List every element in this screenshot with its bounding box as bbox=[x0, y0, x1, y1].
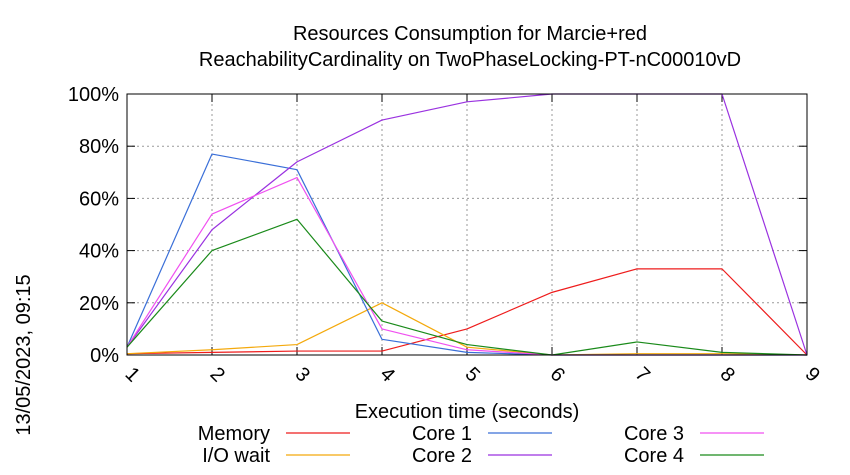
legend-label: I/O wait bbox=[202, 445, 270, 467]
legend-label: Core 3 bbox=[624, 423, 684, 445]
plot-frame bbox=[126, 93, 808, 356]
timestamp: 13/05/2023, 09:15 bbox=[13, 274, 35, 435]
x-tick-label: 7 bbox=[631, 363, 654, 386]
x-tick-label: 6 bbox=[546, 363, 569, 386]
y-tick-label: 0% bbox=[90, 345, 119, 367]
y-tick-label: 40% bbox=[79, 241, 119, 263]
x-tick-label: 2 bbox=[206, 363, 229, 386]
y-tick-label: 80% bbox=[79, 136, 119, 158]
x-tick-label: 1 bbox=[121, 363, 144, 386]
series-line-memory bbox=[126, 268, 808, 356]
series-line-core-4 bbox=[126, 218, 808, 356]
legend-label: Core 4 bbox=[624, 445, 684, 467]
y-tick-label: 60% bbox=[79, 188, 119, 210]
legend-label: Core 1 bbox=[412, 423, 472, 445]
y-tick-label: 20% bbox=[79, 293, 119, 315]
x-tick-label: 5 bbox=[461, 363, 484, 386]
x-tick-label: 8 bbox=[716, 363, 739, 386]
series-line-i-o-wait bbox=[126, 302, 808, 356]
chart-subtitle: ReachabilityCardinality on TwoPhaseLocki… bbox=[199, 49, 741, 71]
y-axis: 0% 20% 40% 60% 80% 100% bbox=[68, 84, 807, 367]
x-axis-label: Execution time (seconds) bbox=[355, 401, 580, 423]
chart-title: Resources Consumption for Marcie+red bbox=[293, 23, 647, 45]
y-tick-label: 100% bbox=[68, 84, 119, 106]
x-tick-label: 9 bbox=[801, 363, 824, 386]
x-axis: 1 2 3 4 5 6 7 8 9 bbox=[121, 94, 824, 386]
legend-label: Memory bbox=[198, 423, 270, 445]
grid bbox=[127, 94, 807, 355]
x-tick-label: 4 bbox=[376, 363, 399, 386]
x-tick-label: 3 bbox=[291, 363, 314, 386]
legend-label: Core 2 bbox=[412, 445, 472, 467]
